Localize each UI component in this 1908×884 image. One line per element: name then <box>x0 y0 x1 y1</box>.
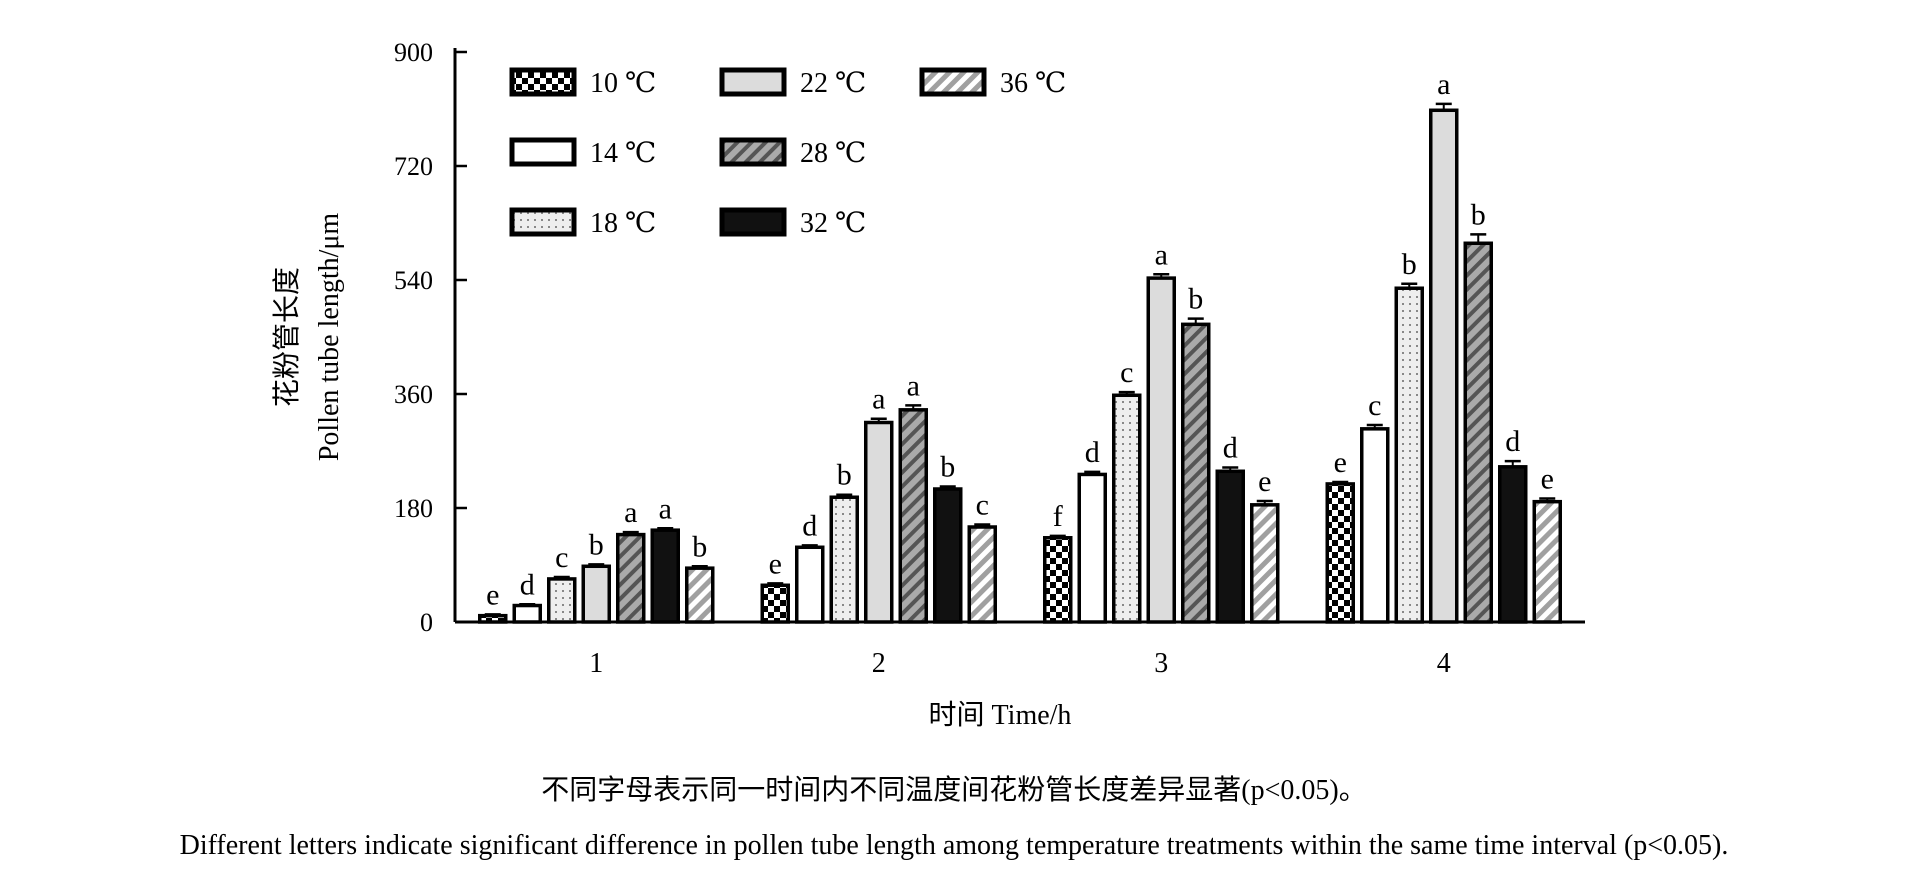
significance-letter: b <box>589 528 604 561</box>
x-tick-label: 3 <box>1154 648 1168 679</box>
y-axis-label-cn: 花粉管长度 <box>271 267 303 407</box>
legend-swatch <box>509 137 577 167</box>
bar <box>685 566 715 624</box>
bar <box>1325 482 1355 624</box>
bar <box>1463 241 1493 624</box>
bar <box>1077 472 1107 624</box>
significance-letter: e <box>1541 463 1554 496</box>
significance-letter: c <box>1120 356 1133 389</box>
significance-letter: a <box>1155 238 1168 271</box>
x-axis-label: 时间 Time/h <box>929 699 1072 731</box>
significance-letter: d <box>802 509 817 542</box>
bar <box>1360 427 1390 624</box>
legend-swatch <box>509 67 577 97</box>
bar <box>1215 469 1245 624</box>
significance-letter: b <box>1402 248 1417 281</box>
legend-label: 14 ℃ <box>590 138 656 169</box>
significance-letter: e <box>769 547 782 580</box>
significance-letter: d <box>1505 425 1520 458</box>
significance-letter: b <box>1188 283 1203 316</box>
axis-labels: 花粉管长度 Pollen tube length/μm 时间 Time/h <box>271 213 1071 731</box>
bar <box>967 525 997 624</box>
x-tick-label: 1 <box>589 648 603 679</box>
y-tick-label: 720 <box>394 152 433 181</box>
significance-letter: e <box>486 578 499 611</box>
bar <box>1250 503 1280 624</box>
significance-letter: b <box>692 530 707 563</box>
significance-letter: a <box>872 383 885 416</box>
caption-english: Different letters indicate significant d… <box>179 830 1729 861</box>
legend-label: 32 ℃ <box>800 208 866 239</box>
significance-letter: b <box>1471 198 1486 231</box>
bar <box>795 545 825 624</box>
significance-letter: d <box>520 568 535 601</box>
bar <box>1112 393 1142 624</box>
bar <box>650 528 680 624</box>
significance-letter: d <box>1223 431 1238 464</box>
bar <box>1429 108 1459 624</box>
bar <box>760 583 790 624</box>
significance-letter: a <box>659 492 672 525</box>
bar <box>1394 286 1424 624</box>
significance-letter: f <box>1053 500 1063 533</box>
legend-swatch <box>719 67 787 97</box>
legend-label: 22 ℃ <box>800 68 866 99</box>
bar <box>933 487 963 624</box>
y-tick-label: 900 <box>394 38 433 67</box>
bar <box>478 613 508 624</box>
legend-label: 18 ℃ <box>590 208 656 239</box>
bar <box>829 495 859 624</box>
significance-letter: b <box>940 450 955 483</box>
y-tick-label: 540 <box>394 266 433 295</box>
significance-letter: a <box>1437 68 1450 101</box>
y-tick-label: 180 <box>394 494 433 523</box>
significance-letter: e <box>1334 446 1347 479</box>
significance-letter: a <box>624 496 637 529</box>
bar <box>864 420 894 624</box>
y-tick-label: 360 <box>394 380 433 409</box>
significance-letter: a <box>907 369 920 402</box>
bar <box>581 564 611 624</box>
significance-letter: e <box>1258 465 1271 498</box>
legend-label: 36 ℃ <box>1000 68 1066 99</box>
legend: 10 ℃ 14 ℃ 18 ℃ 22 ℃ 28 ℃ 32 ℃ 36 ℃ <box>509 67 1066 239</box>
bar <box>1146 276 1176 624</box>
legend-swatch <box>919 67 987 97</box>
significance-letter: c <box>1368 389 1381 422</box>
legend-swatch <box>509 207 577 237</box>
legend-swatch <box>719 137 787 167</box>
x-tick-label: 2 <box>872 648 886 679</box>
bar <box>1532 499 1562 624</box>
y-tick-label: 0 <box>420 608 433 637</box>
bar <box>898 408 928 624</box>
bar <box>512 603 542 624</box>
caption-chinese: 不同字母表示同一时间内不同温度间花粉管长度差异显著(p<0.05)。 <box>541 775 1367 806</box>
bar <box>616 532 646 624</box>
legend-swatch <box>719 207 787 237</box>
bar <box>1043 536 1073 624</box>
bar <box>1181 322 1211 624</box>
significance-letter: d <box>1085 436 1100 469</box>
legend-label: 10 ℃ <box>590 68 656 99</box>
x-tick-label: 4 <box>1437 648 1451 679</box>
significance-letter: c <box>555 541 568 574</box>
significance-letter: b <box>837 459 852 492</box>
significance-letter: c <box>976 488 989 521</box>
legend-label: 28 ℃ <box>800 138 866 169</box>
bar <box>547 577 577 624</box>
bar <box>1498 465 1528 624</box>
y-axis-label: Pollen tube length/μm <box>314 213 345 462</box>
